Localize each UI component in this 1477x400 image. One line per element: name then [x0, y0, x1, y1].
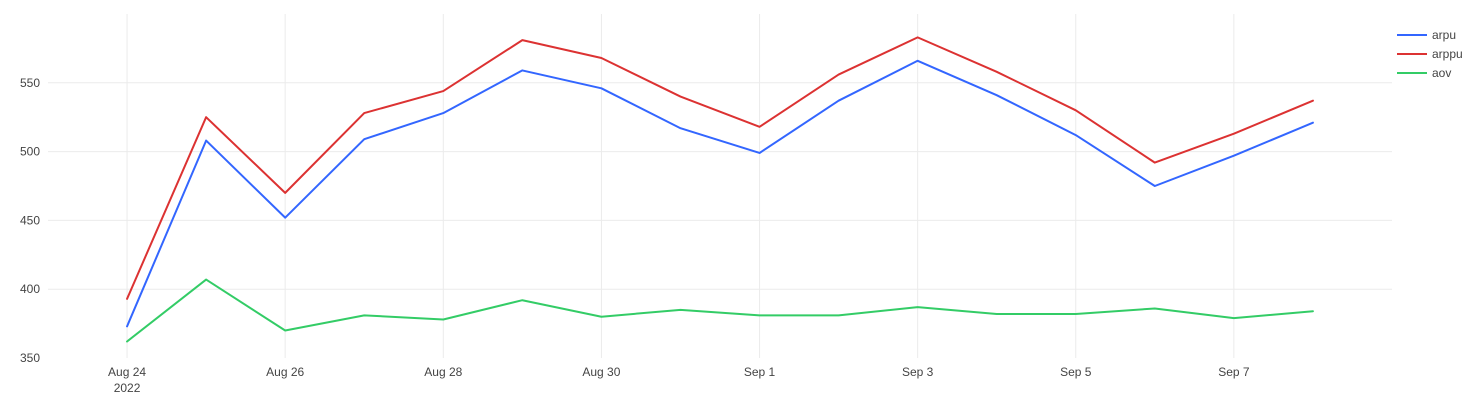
- series-line-aov: [126, 278, 1314, 343]
- x-axis-ticks: Aug 24 2022 Aug 26 Aug 28 Aug 30 Sep 1 Sep 3 Se…: [108, 365, 1250, 395]
- y-tick-label: 500: [20, 145, 40, 159]
- x-tick-label: Sep 5: [1060, 365, 1092, 379]
- legend-item-aov[interactable]: aov: [1397, 66, 1451, 80]
- legend[interactable]: arpu arppu aov: [1397, 28, 1463, 80]
- x-tick-label: Aug 26: [266, 365, 304, 379]
- x-gridlines: [126, 14, 1235, 358]
- legend-item-arpu[interactable]: arpu: [1397, 28, 1456, 42]
- y-gridlines: [48, 82, 1392, 290]
- x-tick-year-label: 2022: [114, 381, 141, 395]
- x-tick-label: Aug 24: [108, 365, 146, 379]
- series-line-arppu: [126, 36, 1314, 300]
- x-tick-label: Sep 3: [902, 365, 934, 379]
- y-tick-label: 350: [20, 351, 40, 365]
- x-tick-label: Aug 30: [582, 365, 620, 379]
- y-axis-ticks: 350 400 450 500 550: [20, 76, 40, 365]
- x-tick-label: Sep 1: [744, 365, 776, 379]
- x-tick-label: Aug 28: [424, 365, 462, 379]
- legend-item-arppu[interactable]: arppu: [1397, 47, 1463, 61]
- legend-label: arpu: [1432, 28, 1456, 42]
- series-lines: [126, 36, 1314, 343]
- series-line-arpu: [126, 59, 1314, 328]
- y-tick-label: 400: [20, 282, 40, 296]
- y-tick-label: 550: [20, 76, 40, 90]
- legend-label: aov: [1432, 66, 1451, 80]
- y-tick-label: 450: [20, 213, 40, 227]
- legend-label: arppu: [1432, 47, 1463, 61]
- x-tick-label: Sep 7: [1218, 365, 1250, 379]
